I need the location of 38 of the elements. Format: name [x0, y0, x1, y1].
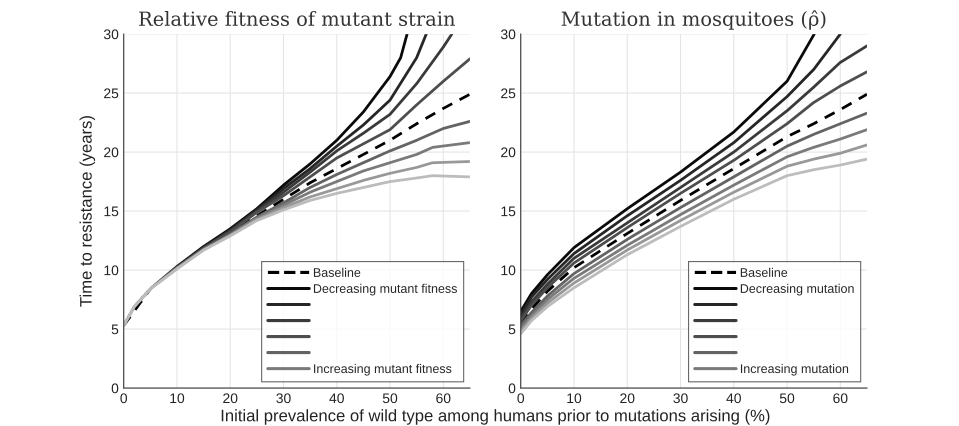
- x-tick-label: 10: [170, 393, 184, 404]
- x-tick-label: 40: [726, 393, 741, 404]
- y-tick-label: 0: [508, 383, 516, 394]
- y-tick-label: 20: [501, 147, 516, 158]
- x-tick-label: 0: [120, 393, 128, 404]
- y-tick-label: 30: [500, 29, 516, 40]
- y-tick-label: 10: [501, 265, 516, 276]
- y-tick-label: 5: [112, 324, 118, 334]
- y-tick-label: 0: [112, 383, 118, 394]
- y-tick-label: 15: [104, 206, 118, 216]
- y-tick-label: 25: [104, 88, 118, 98]
- legend-label: Baseline: [740, 268, 788, 277]
- x-tick-label: 60: [436, 393, 450, 404]
- x-tick-label: 30: [673, 393, 688, 404]
- x-tick-label: 50: [780, 393, 794, 404]
- legend-label: Increasing mutant fitness: [314, 364, 452, 376]
- x-tick-label: 20: [620, 393, 634, 404]
- legend-label: Baseline: [314, 268, 360, 277]
- y-tick-label: 10: [104, 265, 118, 276]
- x-tick-label: 20: [223, 393, 238, 404]
- y-tick-label: 5: [508, 324, 516, 334]
- legend-label: Decreasing mutant fitness: [314, 284, 457, 296]
- y-tick-label: 25: [501, 88, 516, 98]
- y-tick-label: 30: [104, 29, 118, 40]
- x-tick-label: 60: [833, 393, 848, 404]
- legend-label: Increasing mutation: [740, 364, 848, 376]
- x-tick-label: 10: [567, 393, 582, 404]
- legend-label: Decreasing mutation: [740, 284, 854, 296]
- x-axis-title: Initial prevalence of wild type among humans prior to mutations arising (%): [222, 409, 770, 425]
- y-tick-label: 15: [501, 206, 516, 216]
- y-axis-title: Time to resistance (years): [80, 116, 96, 307]
- chart-title: Mutation in mosquitoes (ρ̂): [562, 10, 826, 30]
- y-tick-label: 20: [104, 147, 118, 158]
- x-tick-label: 0: [517, 393, 524, 404]
- x-tick-label: 30: [276, 393, 291, 404]
- chart-title: Relative fitness of mutant strain: [139, 10, 455, 26]
- x-tick-label: 40: [329, 393, 344, 404]
- x-tick-label: 50: [382, 393, 398, 404]
